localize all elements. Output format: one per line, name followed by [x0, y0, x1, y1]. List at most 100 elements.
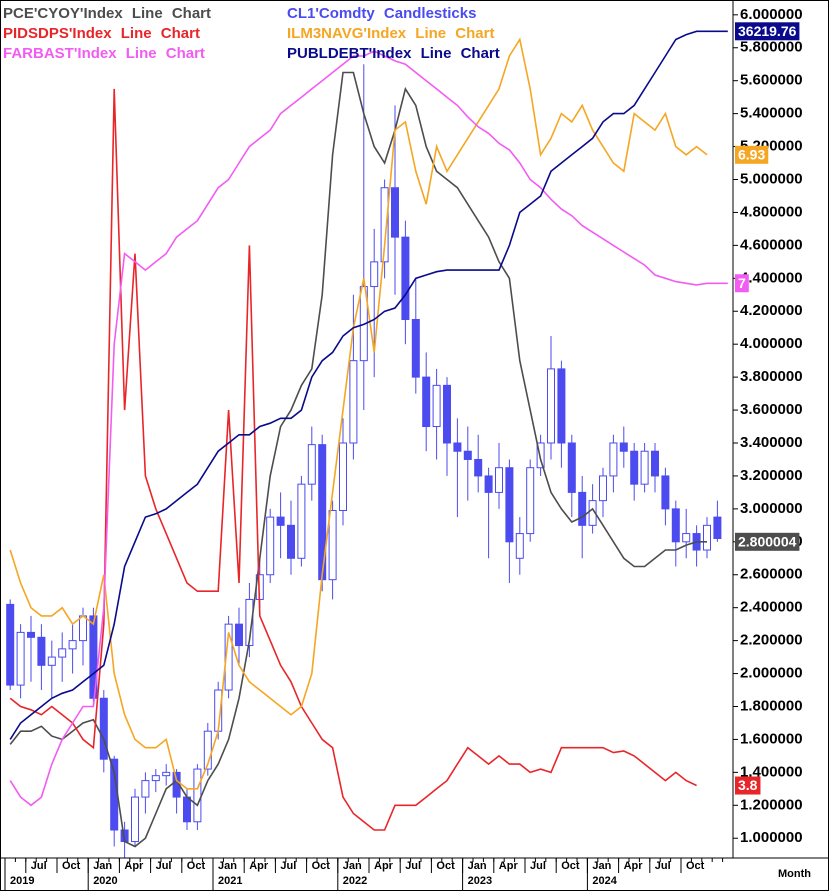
y-tick-label: 5.800000 [740, 39, 803, 56]
candle-body [619, 442, 628, 452]
y-tick-label: 2.400000 [740, 599, 803, 616]
candle-body [484, 475, 493, 493]
candle-body [266, 516, 275, 576]
candle-body [578, 491, 587, 526]
candle-body [151, 775, 160, 782]
candle-body [328, 510, 337, 581]
candle-body [547, 368, 555, 444]
x-tick-label: Jan [592, 860, 611, 872]
candle-body [703, 524, 711, 551]
candle-body [370, 261, 379, 288]
candle-body [515, 533, 524, 559]
x-axis-label: Month [778, 868, 811, 880]
y-tick-label: 3.600000 [740, 401, 803, 418]
candle-body [349, 360, 358, 444]
end-label: 3.8 [738, 777, 758, 793]
legend: PCE'CYOY'Index Line Chart CL1'Comdty Cand… [3, 5, 500, 62]
y-tick-label: 2.600000 [740, 566, 803, 583]
end-label: 6.93 [738, 147, 765, 163]
candle-body [609, 442, 618, 477]
y-tick-label: 1.400000 [740, 763, 803, 780]
candle-body [193, 768, 202, 823]
y-tick-label: 5.000000 [740, 170, 803, 187]
y-tick-label: 1.200000 [740, 796, 803, 813]
x-tick-label: Jul [31, 860, 47, 872]
x-tick-label: Jul [405, 860, 421, 872]
candle-body [599, 475, 607, 502]
x-tick-label: Apr [374, 860, 394, 872]
candle-body [463, 450, 472, 460]
x-tick-label: Apr [499, 860, 519, 872]
candle-body [183, 796, 191, 823]
y-tick-label: 5.400000 [740, 105, 803, 122]
candle-body [339, 442, 347, 512]
y-tick-label: 4.400000 [740, 269, 803, 286]
x-tick-label: Jan [343, 860, 362, 872]
end-label: 36219.76 [738, 23, 797, 39]
candle-body [307, 444, 316, 485]
x-tick-label: Apr [124, 860, 144, 872]
candle-body [6, 603, 15, 686]
end-label-box [735, 22, 800, 41]
plot-area [6, 30, 728, 858]
candle-body [422, 376, 431, 428]
x-tick-label: Jan [93, 860, 112, 872]
y-tick-label: 3.800000 [740, 368, 803, 385]
candle-body [453, 442, 462, 452]
candle-body [68, 640, 77, 650]
end-label-box [735, 145, 769, 164]
candle-body [276, 516, 285, 526]
legend-entry: CL1'Comdty Candlesticks [287, 5, 476, 22]
bottom-axis: Month Jul Oct Jan Apr Jul Oct Jan Apr Jul Oct Jan A… [0, 857, 829, 891]
end-labels: 2.800004 3.8 6.93 7 36219.76 [735, 22, 800, 795]
candle-body [203, 730, 212, 770]
x-tick-label: Jul [530, 860, 546, 872]
candle-body [89, 615, 98, 699]
candle-body [224, 623, 233, 691]
candle-body [391, 187, 399, 238]
candle-body [141, 780, 150, 798]
year-label: 2020 [93, 875, 117, 887]
y-tick-label: 2.000000 [740, 665, 803, 682]
y-tick-label: 6.000000 [740, 6, 803, 23]
series-line [9, 71, 707, 848]
y-tick-label: 4.600000 [740, 236, 803, 253]
candle-body [16, 631, 25, 686]
x-tick-label: Oct [62, 860, 81, 872]
candle-body [432, 384, 441, 428]
legend-entry: ILM3NAVG'Index Line Chart [287, 25, 494, 42]
candle-body [661, 475, 670, 510]
candle-body [287, 524, 295, 559]
candle-body [162, 771, 171, 777]
y-tick-label: 3.200000 [740, 467, 803, 484]
x-tick-label: Jan [218, 860, 237, 872]
series-line [9, 37, 708, 790]
x-tick-label: Jul [156, 860, 172, 872]
x-tick-label: Oct [312, 860, 331, 872]
x-tick-label: Oct [561, 860, 580, 872]
right-axis: 6.0000005.8000005.6000005.4000005.200000… [732, 0, 803, 858]
candle-body [474, 458, 483, 477]
candle-body [58, 648, 67, 658]
legend-entry: PCE'CYOY'Index Line Chart [3, 5, 211, 22]
candle-body [27, 631, 35, 638]
year-label: 2021 [218, 875, 242, 887]
candle-body [235, 623, 243, 647]
end-label-box [735, 776, 761, 795]
x-tick-label: Apr [249, 860, 269, 872]
series-line [9, 50, 728, 807]
candle-body [630, 450, 639, 485]
y-tick-label: 1.800000 [740, 697, 803, 714]
candle-body [557, 368, 566, 444]
x-tick-label: Jul [280, 860, 296, 872]
candle-body [640, 450, 649, 485]
y-tick-label: 4.800000 [740, 203, 803, 220]
candle-body [713, 516, 722, 540]
candle-body [526, 467, 535, 535]
candle-body [495, 467, 503, 493]
legend-entry: PUBLDEBT'Index Line Chart [287, 45, 500, 62]
candle-body [245, 598, 254, 647]
x-tick-label: Jan [468, 860, 487, 872]
